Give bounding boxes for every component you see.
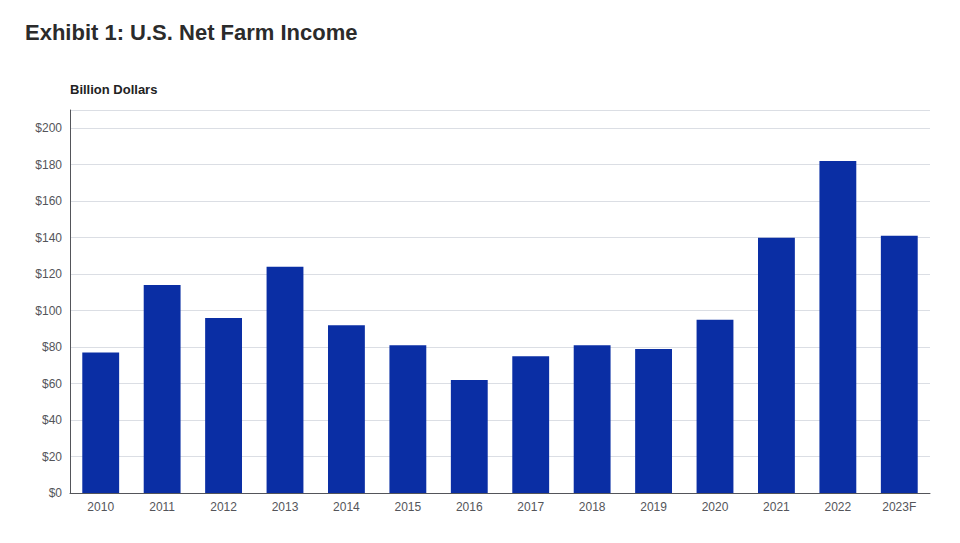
- svg-text:2017: 2017: [517, 500, 544, 514]
- svg-text:2022: 2022: [825, 500, 852, 514]
- svg-text:$80: $80: [42, 340, 62, 354]
- svg-text:2018: 2018: [579, 500, 606, 514]
- svg-text:$0: $0: [49, 486, 63, 500]
- svg-text:$40: $40: [42, 413, 62, 427]
- svg-text:2011: 2011: [149, 500, 175, 514]
- svg-text:2015: 2015: [395, 500, 422, 514]
- svg-text:2013: 2013: [272, 500, 299, 514]
- svg-text:$100: $100: [35, 304, 62, 318]
- svg-text:2010: 2010: [87, 500, 114, 514]
- svg-text:$20: $20: [42, 450, 62, 464]
- svg-text:2012: 2012: [210, 500, 237, 514]
- svg-text:Exhibit 1: U.S. Net Farm Incom: Exhibit 1: U.S. Net Farm Income: [25, 20, 358, 45]
- svg-text:$200: $200: [35, 121, 62, 135]
- svg-text:2016: 2016: [456, 500, 483, 514]
- svg-text:$160: $160: [35, 194, 62, 208]
- svg-text:2019: 2019: [640, 500, 667, 514]
- svg-text:$60: $60: [42, 377, 62, 391]
- svg-text:2014: 2014: [333, 500, 360, 514]
- svg-text:$140: $140: [35, 231, 62, 245]
- svg-text:$180: $180: [35, 158, 62, 172]
- svg-text:$120: $120: [35, 267, 62, 281]
- svg-text:2021: 2021: [763, 500, 790, 514]
- svg-text:2023F: 2023F: [882, 500, 916, 514]
- svg-text:2020: 2020: [702, 500, 729, 514]
- svg-text:Billion Dollars: Billion Dollars: [70, 82, 157, 97]
